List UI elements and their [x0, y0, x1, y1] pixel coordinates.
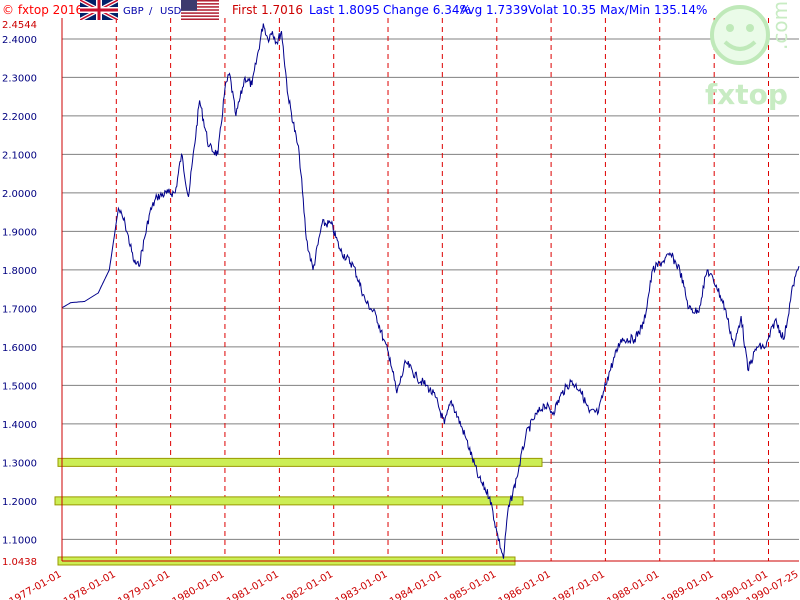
y-tick-label: 2.0000	[2, 189, 37, 200]
last-value: Last 1.8095	[309, 3, 380, 17]
pair-quote: USD	[160, 6, 182, 17]
y-tick-label: 2.3000	[2, 73, 37, 84]
x-tick-label: 1989-01-01	[660, 569, 716, 600]
fxtop-logo: .com fxtop	[690, 0, 800, 111]
x-tick-label: 1980-01-01	[171, 569, 227, 600]
x-tick-label: 1983-01-01	[334, 569, 390, 600]
y-tick-label: 1.7000	[2, 304, 37, 315]
y-max-label: 2.4544	[2, 20, 37, 31]
pair-base: GBP	[123, 6, 144, 17]
y-tick-label: 1.4000	[2, 420, 37, 431]
logo-brand: fxtop	[705, 78, 788, 111]
copyright-text: © fxtop 2016	[2, 3, 84, 17]
pair-sep: /	[149, 6, 153, 17]
change-value: Change 6.34%	[383, 3, 471, 17]
y-min-label: 1.0438	[2, 557, 37, 568]
x-tick-label: 1984-01-01	[388, 569, 444, 600]
series-line	[61, 23, 800, 559]
logo-tld: .com	[768, 0, 792, 50]
smiley-logo-icon	[710, 5, 770, 65]
highlight-band	[54, 496, 524, 506]
y-tick-label: 1.5000	[2, 381, 37, 392]
x-tick-label: 1979-01-01	[116, 569, 172, 600]
y-tick-label: 2.4000	[2, 35, 37, 46]
y-tick-label: 2.1000	[2, 150, 37, 161]
x-tick-label: 1988-01-01	[605, 569, 661, 600]
y-tick-label: 2.2000	[2, 112, 37, 123]
y-tick-label: 1.9000	[2, 227, 37, 238]
volat-value: Volat 10.35	[528, 3, 597, 17]
y-tick-label: 1.3000	[2, 458, 37, 469]
x-tick-label: 1986-01-01	[497, 569, 553, 600]
y-tick-label: 1.8000	[2, 266, 37, 277]
uk-flag-icon	[80, 0, 118, 20]
x-tick-label: 1977-01-01	[8, 569, 64, 600]
avg-value: Avg 1.7339	[460, 3, 529, 17]
x-tick-label: 1978-01-01	[62, 569, 118, 600]
y-tick-label: 1.6000	[2, 343, 37, 354]
y-tick-label: 1.2000	[2, 497, 37, 508]
maxmin-value: Max/Min 135.14%	[600, 3, 708, 17]
us-flag-icon	[181, 0, 219, 20]
x-tick-label: 1987-01-01	[551, 569, 607, 600]
highlight-band	[57, 457, 543, 467]
x-tick-label: 1982-01-01	[279, 569, 335, 600]
first-value: First 1.7016	[232, 3, 304, 17]
y-tick-label: 1.1000	[2, 535, 37, 546]
x-tick-label: 1985-01-01	[442, 569, 498, 600]
x-tick-label: 1981-01-01	[225, 569, 281, 600]
